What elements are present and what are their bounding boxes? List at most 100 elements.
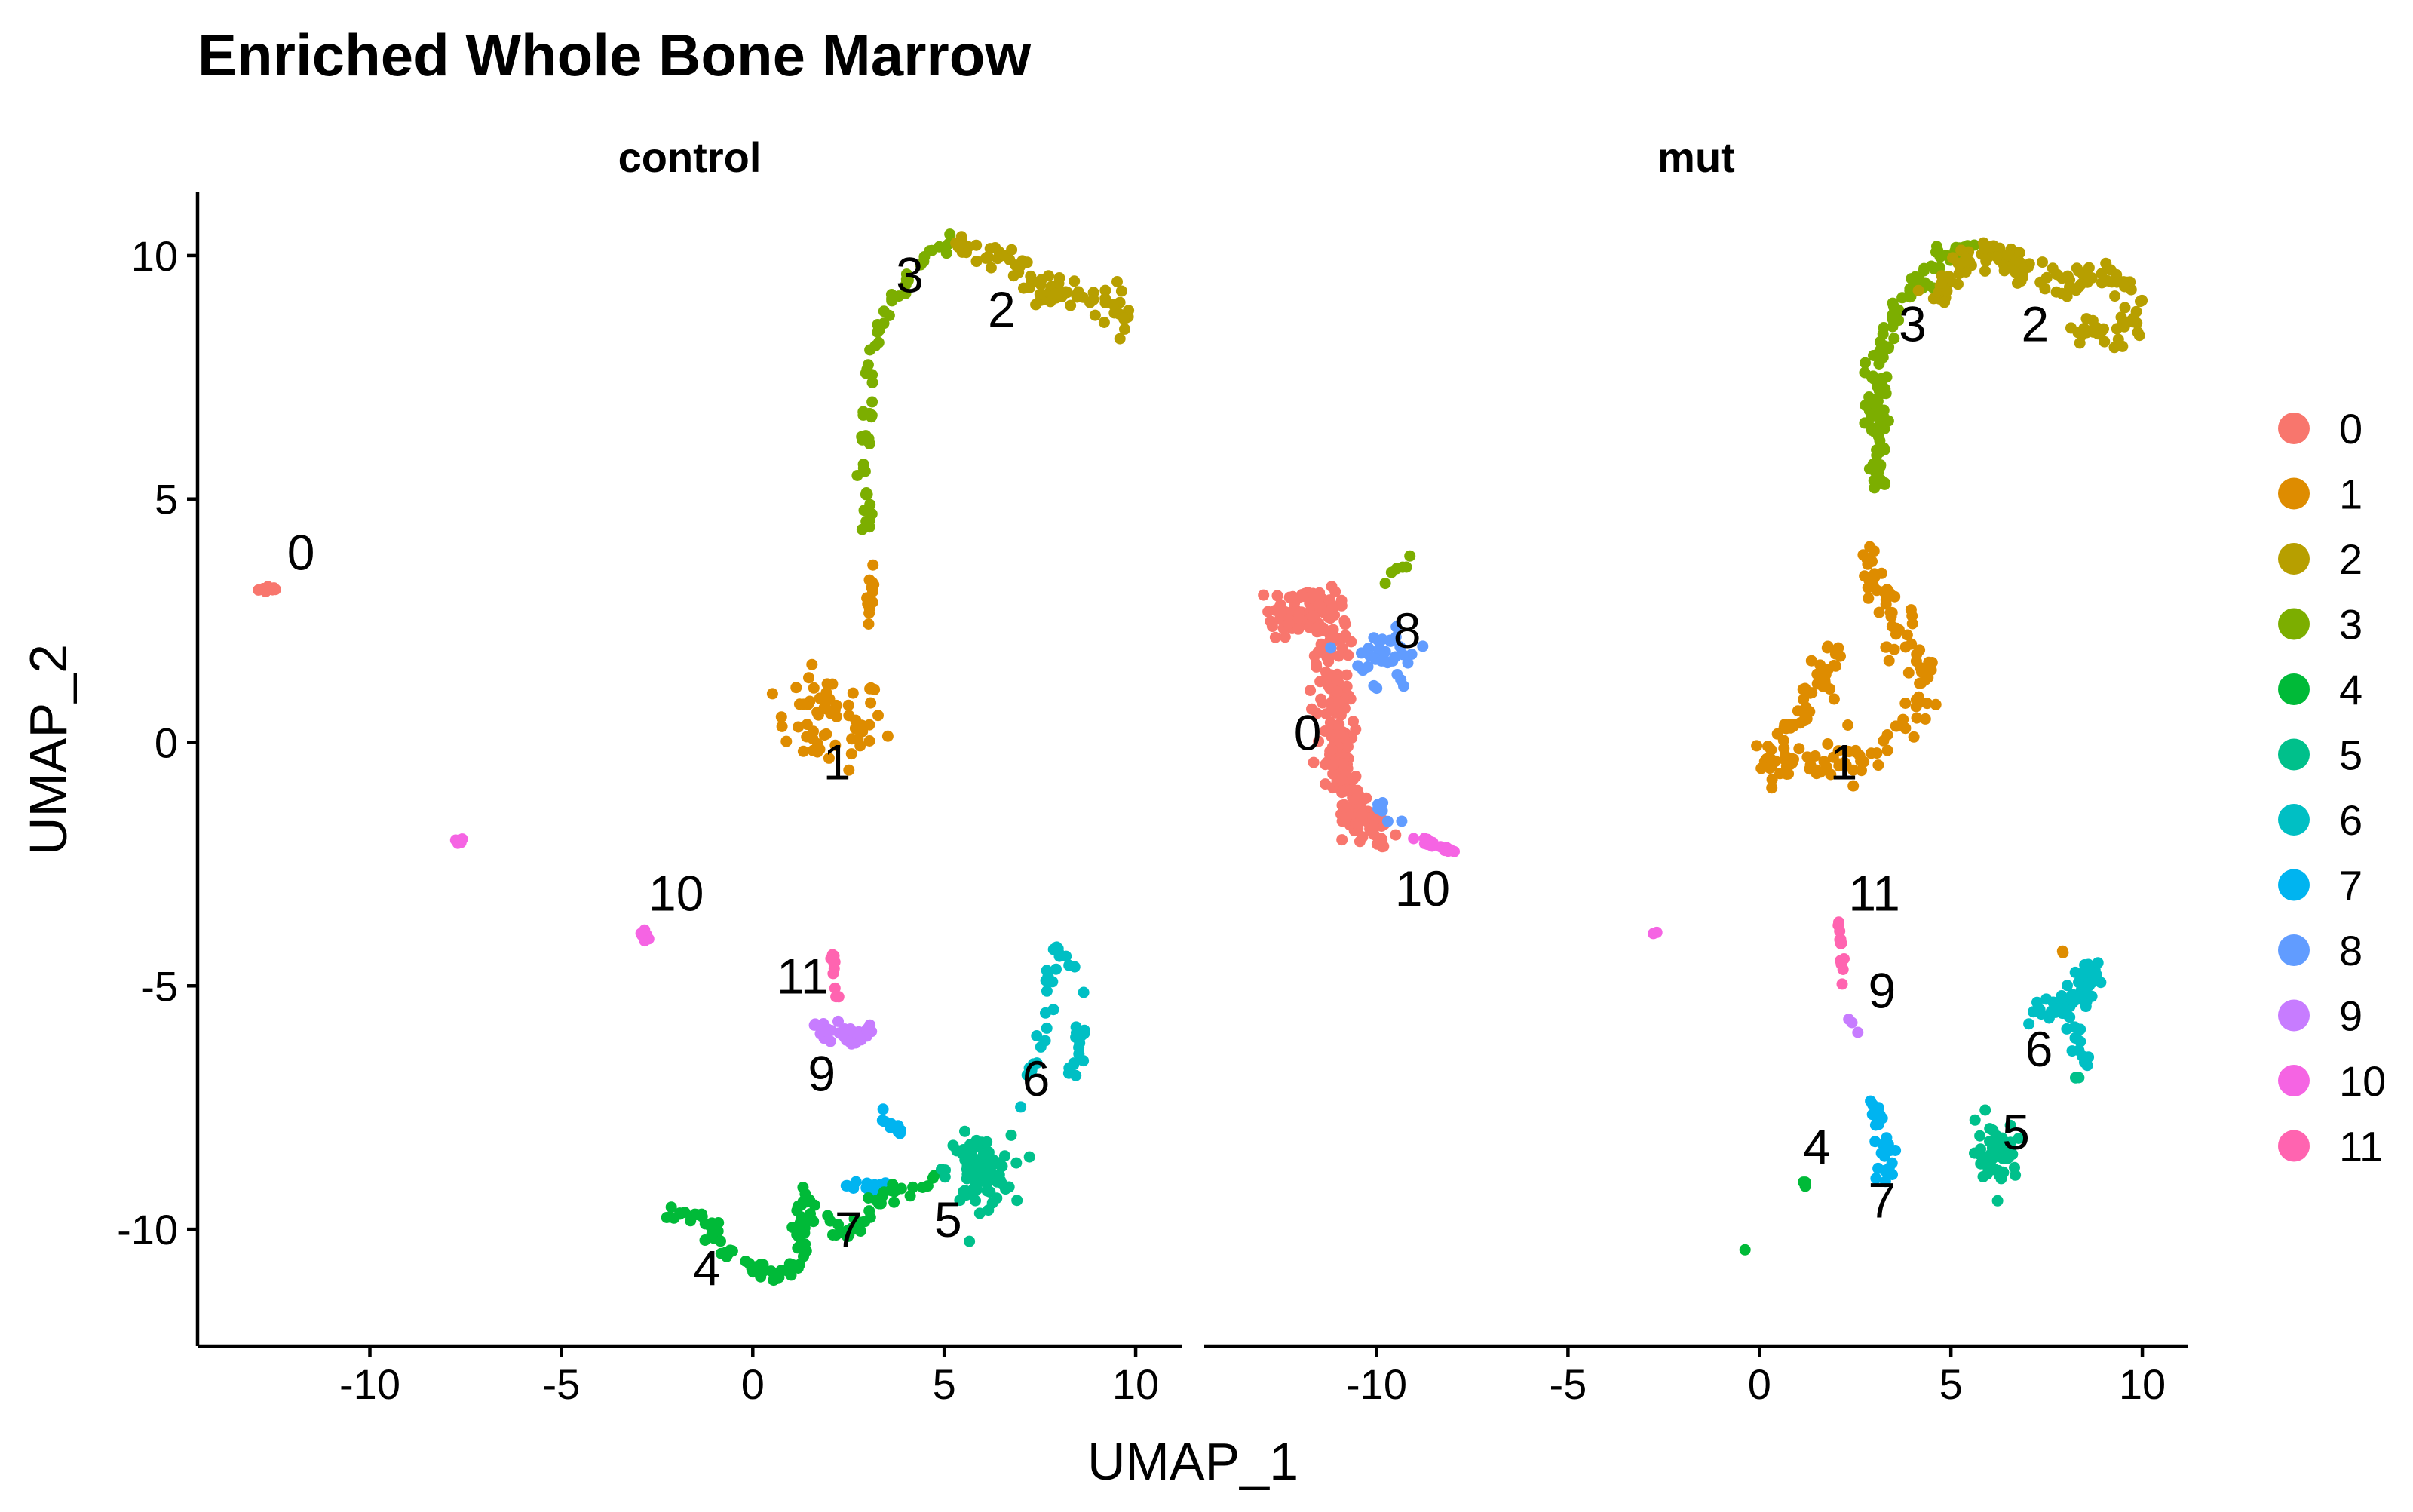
cell-point-cluster-5 [2009, 1161, 2020, 1173]
cell-point-cluster-8 [1375, 655, 1387, 667]
cell-point-cluster-3 [866, 409, 878, 422]
cell-point-cluster-0 [1283, 618, 1295, 630]
cell-point-cluster-6 [2073, 1044, 2085, 1057]
cluster-label-9: 9 [808, 1046, 836, 1102]
cell-point-cluster-9 [851, 1027, 863, 1039]
cell-point-cluster-2 [950, 237, 962, 249]
cluster-label-7: 7 [1868, 1172, 1896, 1228]
cell-point-cluster-1 [1856, 765, 1867, 777]
cluster-label-3: 3 [1899, 296, 1927, 351]
cell-point-cluster-0 [1319, 725, 1331, 737]
cell-point-cluster-8 [1371, 682, 1383, 695]
y-tick-label: -5 [140, 962, 178, 1010]
cell-point-cluster-1 [808, 682, 820, 694]
cell-point-cluster-4 [917, 1182, 929, 1193]
cell-point-cluster-2 [1025, 270, 1037, 282]
cell-point-cluster-2 [2100, 257, 2112, 269]
cell-point-cluster-2 [2001, 249, 2013, 261]
cell-point-cluster-0 [1311, 622, 1323, 634]
cell-point-cluster-2 [2136, 294, 2148, 306]
cell-point-cluster-2 [1089, 309, 1101, 321]
cell-point-cluster-2 [2014, 247, 2025, 259]
cell-point-cluster-2 [2040, 271, 2053, 284]
cell-point-cluster-9 [824, 1035, 836, 1047]
cluster-label-5: 5 [934, 1192, 962, 1247]
cell-point-cluster-0 [1313, 599, 1325, 611]
cell-point-cluster-2 [2074, 337, 2086, 349]
cell-point-cluster-6 [1015, 1101, 1027, 1113]
cell-point-cluster-1 [1774, 768, 1786, 780]
cell-point-cluster-7 [1887, 1169, 1898, 1180]
cell-point-cluster-0 [1269, 631, 1281, 643]
cell-point-cluster-1 [1847, 780, 1860, 792]
x-tick-label: 0 [1748, 1360, 1771, 1408]
cell-point-cluster-0 [1341, 669, 1353, 681]
cell-point-cluster-1 [852, 733, 864, 745]
cell-point-cluster-1 [1866, 573, 1878, 585]
cell-point-cluster-1 [1783, 768, 1795, 780]
cell-point-cluster-5 [963, 1164, 975, 1176]
cell-point-cluster-2 [970, 256, 983, 268]
cell-point-cluster-1 [808, 725, 819, 738]
cell-point-cluster-7 [1876, 1112, 1888, 1124]
cell-point-cluster-1 [1919, 713, 1931, 725]
cell-point-cluster-4 [773, 1271, 785, 1284]
cell-point-cluster-1 [850, 714, 862, 726]
cell-point-cluster-1 [1911, 649, 1923, 661]
cell-point-cluster-1 [866, 597, 878, 608]
cell-point-cluster-1 [1930, 698, 1942, 710]
cell-point-cluster-2 [1936, 277, 1948, 289]
cluster-label-9: 9 [1868, 963, 1896, 1019]
cell-point-cluster-1 [1751, 740, 1763, 752]
cell-point-cluster-6 [1078, 986, 1090, 998]
cell-point-cluster-4 [1799, 1180, 1811, 1192]
cell-point-cluster-1 [865, 682, 877, 694]
cell-point-cluster-0 [1297, 590, 1309, 603]
cell-point-cluster-3 [924, 245, 936, 257]
cell-point-cluster-2 [1912, 284, 1924, 296]
cell-point-cluster-1 [1899, 641, 1912, 653]
facet-strip-mut: mut [1657, 133, 1735, 181]
cell-point-cluster-1 [797, 745, 809, 757]
cell-point-cluster-4 [928, 1170, 940, 1182]
cluster-label-4: 4 [1803, 1118, 1831, 1174]
cell-point-cluster-1 [863, 618, 875, 630]
cell-point-cluster-6 [1078, 1055, 1090, 1067]
cell-point-cluster-3 [900, 279, 912, 290]
cell-point-cluster-1 [1890, 628, 1902, 640]
cluster-label-6: 6 [1023, 1050, 1050, 1106]
cell-point-cluster-2 [2037, 256, 2048, 268]
cell-point-cluster-1 [1921, 698, 1933, 710]
cell-point-cluster-4 [685, 1215, 697, 1227]
cell-point-cluster-3 [1888, 333, 1900, 345]
cell-point-cluster-7 [1872, 1162, 1884, 1174]
cell-point-cluster-4 [827, 1229, 839, 1241]
cell-point-cluster-9 [818, 1025, 829, 1037]
cell-point-cluster-7 [1865, 1095, 1877, 1107]
cell-point-cluster-7 [894, 1124, 906, 1136]
cell-point-cluster-1 [830, 699, 842, 711]
cell-point-cluster-7 [1870, 1173, 1882, 1185]
cell-point-cluster-1 [863, 574, 875, 586]
cell-point-cluster-2 [1115, 285, 1127, 297]
cell-point-cluster-0 [1313, 735, 1325, 747]
cell-point-cluster-0 [1356, 808, 1368, 820]
cell-point-cluster-3 [940, 247, 952, 259]
cell-point-cluster-1 [1915, 666, 1927, 678]
cell-point-cluster-2 [2083, 262, 2095, 274]
cell-point-cluster-3 [864, 344, 876, 356]
cell-point-cluster-2 [1053, 272, 1065, 284]
cell-point-cluster-5 [1011, 1195, 1023, 1207]
cell-point-cluster-0 [1329, 586, 1341, 598]
cell-point-cluster-4 [715, 1235, 726, 1247]
cell-point-cluster-1 [1863, 592, 1875, 604]
cell-point-cluster-5 [1975, 1158, 1987, 1170]
y-tick-label: -10 [117, 1206, 178, 1253]
cell-point-cluster-2 [2080, 313, 2093, 325]
cell-point-cluster-4 [665, 1201, 677, 1213]
cell-point-cluster-2 [1099, 284, 1111, 296]
cell-point-cluster-2 [1034, 288, 1046, 300]
legend-swatch [2278, 1065, 2310, 1096]
cell-point-cluster-1 [803, 672, 814, 684]
cell-point-cluster-1 [766, 688, 778, 700]
